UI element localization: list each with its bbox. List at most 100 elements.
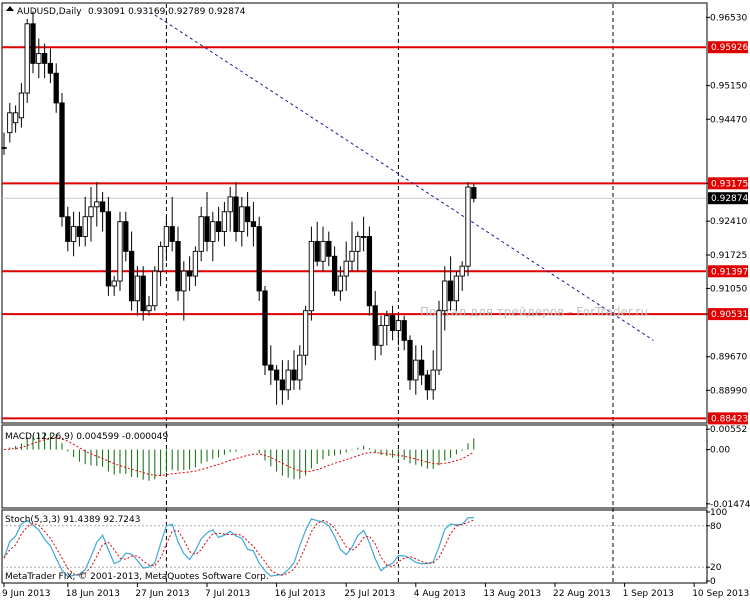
bear-candle [424, 374, 431, 391]
bear-candle [279, 379, 286, 391]
stoch-panel-frame [1, 509, 708, 584]
bear-candle [53, 72, 59, 104]
stochastic-indicator [2, 517, 706, 578]
price-tick-label: 0.95150 [710, 82, 747, 92]
bull-candle [302, 310, 309, 356]
time-axis: 9 Jun 2013 18 Jun 2013 27 Jun 2013 7 Jul 20… [2, 583, 749, 599]
stoch-title: Stoch(5,3,3) 91.4389 92.7243 [5, 515, 140, 525]
level-label-box [708, 412, 748, 425]
level-label-text: 0.88423 [711, 414, 748, 424]
bear-candle [366, 236, 373, 307]
bear-candle [105, 211, 112, 287]
bear-candle [215, 221, 222, 233]
time-tick-label: 18 Jun 2013 [66, 589, 120, 599]
bear-candle [291, 369, 297, 381]
bear-candle [447, 280, 454, 302]
period-separators [165, 4, 614, 582]
bear-candle [471, 187, 477, 199]
stoch-tick-label: 100 [710, 508, 727, 518]
stoch-tick-label: 0 [710, 577, 716, 587]
level-label-box [708, 308, 748, 321]
bull-candle [157, 245, 164, 272]
time-tick-label: 10 Sep 2013 [692, 589, 749, 599]
time-tick-label: 4 Aug 2013 [414, 589, 466, 599]
bear-candle [326, 240, 332, 257]
bull-candle [36, 53, 42, 64]
price-panel-frame [1, 2, 708, 424]
time-tick-label: 13 Aug 2013 [483, 589, 541, 599]
level-labels: 0.95926 0.93175 0.91397 0.90531 0.88423 0.928… [708, 41, 748, 425]
bull-candle [192, 250, 199, 277]
bear-candle [233, 196, 239, 233]
symbol-label: AUDUSD,Daily [17, 7, 82, 17]
bear-candle [407, 339, 413, 381]
bull-candle [413, 359, 419, 381]
level-label-text: 0.91397 [711, 267, 748, 277]
bear-candle [41, 53, 48, 64]
bear-candle [418, 359, 425, 376]
bear-candle [169, 226, 175, 242]
bull-candle [355, 236, 361, 252]
stoch-tick-label: 80 [710, 522, 722, 532]
bear-candle [76, 226, 83, 237]
bull-candle [18, 92, 25, 119]
bear-candle [331, 255, 338, 292]
bull-candle [349, 250, 355, 262]
level-label-box [708, 41, 748, 54]
price-tick-label: 0.88990 [710, 386, 747, 396]
macd-tick-label: 0.00552 [710, 425, 747, 435]
bull-candle [181, 270, 187, 292]
bull-candle [88, 206, 94, 218]
bull-candle [343, 260, 349, 277]
bull-candle [378, 325, 384, 346]
bear-candle [256, 226, 262, 292]
bull-candle [198, 216, 204, 252]
price-tick-label: 0.92410 [710, 217, 747, 227]
bull-candle [210, 221, 216, 242]
current-price-text: 0.92874 [711, 194, 748, 204]
bull-candle [152, 270, 158, 307]
collapse-arrow-icon[interactable] [6, 6, 14, 11]
bull-candle [395, 320, 402, 331]
bull-candle [459, 265, 465, 277]
time-tick-label: 9 Jun 2013 [2, 589, 50, 599]
time-tick-label: 16 Jul 2013 [275, 589, 326, 599]
bull-candle [1, 147, 7, 149]
bear-candle [175, 240, 181, 292]
bull-candle [111, 280, 117, 287]
stoch-axis: 100 80 20 0 [706, 508, 727, 587]
price-tick-label: 0.91050 [710, 284, 747, 294]
bear-candle [65, 216, 71, 242]
bear-candle [123, 221, 129, 252]
bull-candle [285, 369, 291, 391]
bull-candle [146, 305, 152, 312]
bull-candle [239, 206, 245, 233]
bull-candle [134, 275, 141, 302]
bull-candle [117, 221, 123, 282]
bear-candle [314, 240, 320, 262]
bull-candle [297, 354, 303, 381]
bull-candle [221, 211, 228, 233]
copyright-text: MetaTrader FIX, © 2001-2013, MetaQuotes … [5, 572, 269, 582]
bull-candle [320, 240, 326, 262]
bear-candle [140, 275, 146, 312]
bear-candle [273, 369, 280, 381]
bear-candle [204, 216, 210, 242]
level-label-box [708, 265, 748, 278]
level-label-text: 0.95926 [711, 43, 748, 53]
macd-tick-label: -0.014742 [710, 500, 750, 510]
ohlc-readout: 0.93091 0.93169 0.92789 0.92874 [88, 7, 246, 17]
stoch-tick-label: 20 [710, 563, 722, 573]
bull-candle [337, 275, 344, 292]
bear-candle [47, 62, 54, 74]
bear-candle [30, 23, 36, 64]
bear-candle [244, 206, 251, 223]
bull-candle [94, 201, 100, 208]
time-tick-label: 7 Jul 2013 [205, 589, 250, 599]
bull-candle [12, 112, 19, 124]
bear-candle [128, 250, 135, 302]
level-label-text: 0.93175 [711, 179, 748, 189]
current-price-box [708, 192, 748, 205]
bear-candle [262, 290, 268, 366]
